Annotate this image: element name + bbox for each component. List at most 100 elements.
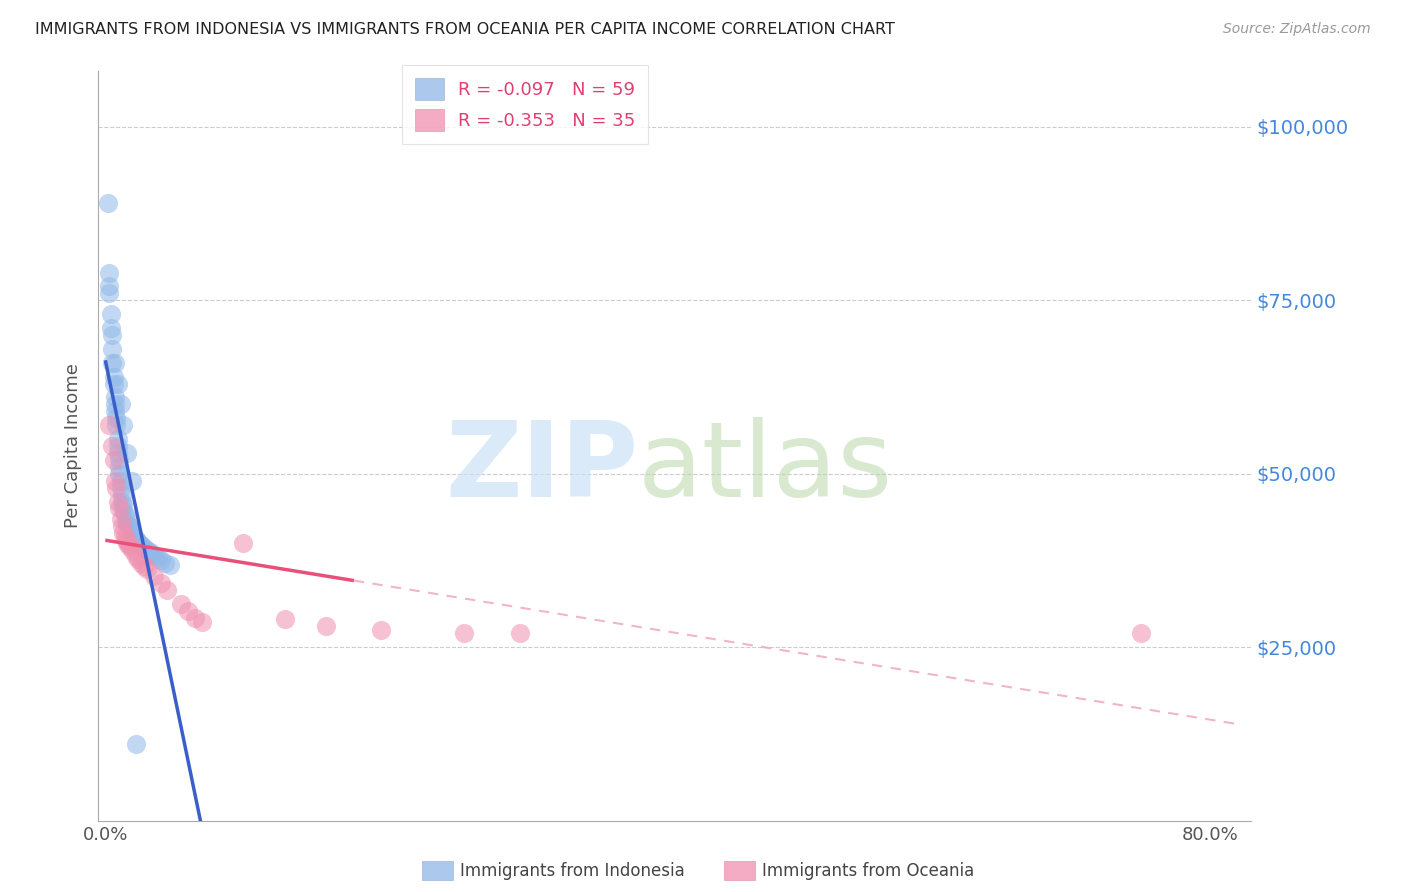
Point (149, 576, 172, 591)
Point (117, 446, 139, 460)
Point (107, 376, 129, 391)
Point (122, 528, 145, 542)
Point (98, 279, 121, 293)
Point (125, 737, 148, 751)
Point (103, 376, 125, 391)
Point (232, 536, 254, 550)
Point (170, 597, 193, 611)
Point (98, 418, 121, 433)
Text: Immigrants from Indonesia: Immigrants from Indonesia (460, 862, 685, 880)
Text: ZIP: ZIP (444, 417, 638, 519)
Point (104, 404, 127, 418)
Point (124, 530, 146, 544)
Point (104, 391, 127, 405)
Point (138, 545, 160, 559)
Point (127, 552, 149, 566)
Point (104, 397, 127, 411)
Point (117, 536, 139, 550)
Point (105, 481, 128, 495)
Point (112, 525, 135, 540)
Point (121, 474, 143, 488)
Point (141, 547, 163, 561)
Point (315, 619, 337, 633)
Point (98, 266, 121, 280)
Point (177, 604, 200, 618)
Point (135, 562, 157, 576)
Point (115, 514, 138, 528)
Point (103, 453, 125, 467)
Point (132, 541, 155, 555)
Point (108, 467, 131, 481)
Point (125, 534, 148, 549)
Point (453, 626, 475, 640)
Point (115, 510, 138, 524)
Point (100, 321, 122, 335)
Point (101, 439, 124, 453)
Point (184, 611, 207, 625)
Point (122, 544, 145, 558)
Point (149, 553, 172, 567)
Text: atlas: atlas (638, 417, 893, 519)
Point (114, 507, 136, 521)
Point (110, 481, 132, 495)
Point (118, 538, 141, 552)
Point (111, 518, 134, 533)
Point (107, 446, 129, 460)
Point (107, 439, 129, 453)
Point (127, 535, 149, 549)
Point (110, 512, 132, 526)
Point (112, 503, 135, 517)
Point (274, 612, 297, 626)
Point (110, 397, 132, 411)
Y-axis label: Per Capita Income: Per Capita Income (63, 364, 82, 528)
Point (115, 533, 138, 547)
Point (111, 487, 134, 501)
Point (114, 529, 136, 543)
Point (103, 369, 125, 384)
Point (117, 516, 139, 531)
Point (104, 474, 127, 488)
Point (104, 356, 127, 370)
Point (108, 501, 131, 516)
Point (100, 307, 122, 321)
Point (101, 342, 124, 356)
Point (509, 626, 531, 640)
Point (101, 328, 124, 343)
Point (105, 418, 128, 433)
Point (112, 498, 135, 512)
Point (118, 519, 141, 533)
Point (107, 494, 129, 508)
Point (121, 524, 143, 539)
Point (120, 522, 142, 536)
Point (108, 459, 131, 474)
Point (131, 540, 153, 554)
Point (97, 196, 120, 211)
Point (101, 356, 124, 370)
Point (125, 532, 148, 546)
Text: Source: ZipAtlas.com: Source: ZipAtlas.com (1223, 22, 1371, 37)
Text: Immigrants from Oceania: Immigrants from Oceania (762, 862, 974, 880)
Point (107, 432, 129, 446)
Point (143, 549, 166, 564)
Point (156, 583, 179, 598)
Legend: R = -0.097   N = 59, R = -0.353   N = 35: R = -0.097 N = 59, R = -0.353 N = 35 (402, 65, 648, 144)
Point (128, 537, 150, 551)
Point (98, 286, 121, 301)
Point (125, 549, 148, 563)
Point (129, 556, 152, 570)
Point (120, 541, 142, 555)
Point (105, 411, 128, 425)
Point (370, 623, 392, 637)
Point (110, 474, 132, 488)
Point (111, 494, 134, 508)
Point (108, 453, 131, 467)
Point (159, 558, 181, 573)
Point (153, 556, 176, 570)
Text: IMMIGRANTS FROM INDONESIA VS IMMIGRANTS FROM OCEANIA PER CAPITA INCOME CORRELATI: IMMIGRANTS FROM INDONESIA VS IMMIGRANTS … (35, 22, 896, 37)
Point (129, 538, 152, 552)
Point (191, 615, 214, 630)
Point (132, 559, 155, 574)
Point (1129, 626, 1152, 640)
Point (135, 543, 157, 558)
Point (112, 418, 135, 433)
